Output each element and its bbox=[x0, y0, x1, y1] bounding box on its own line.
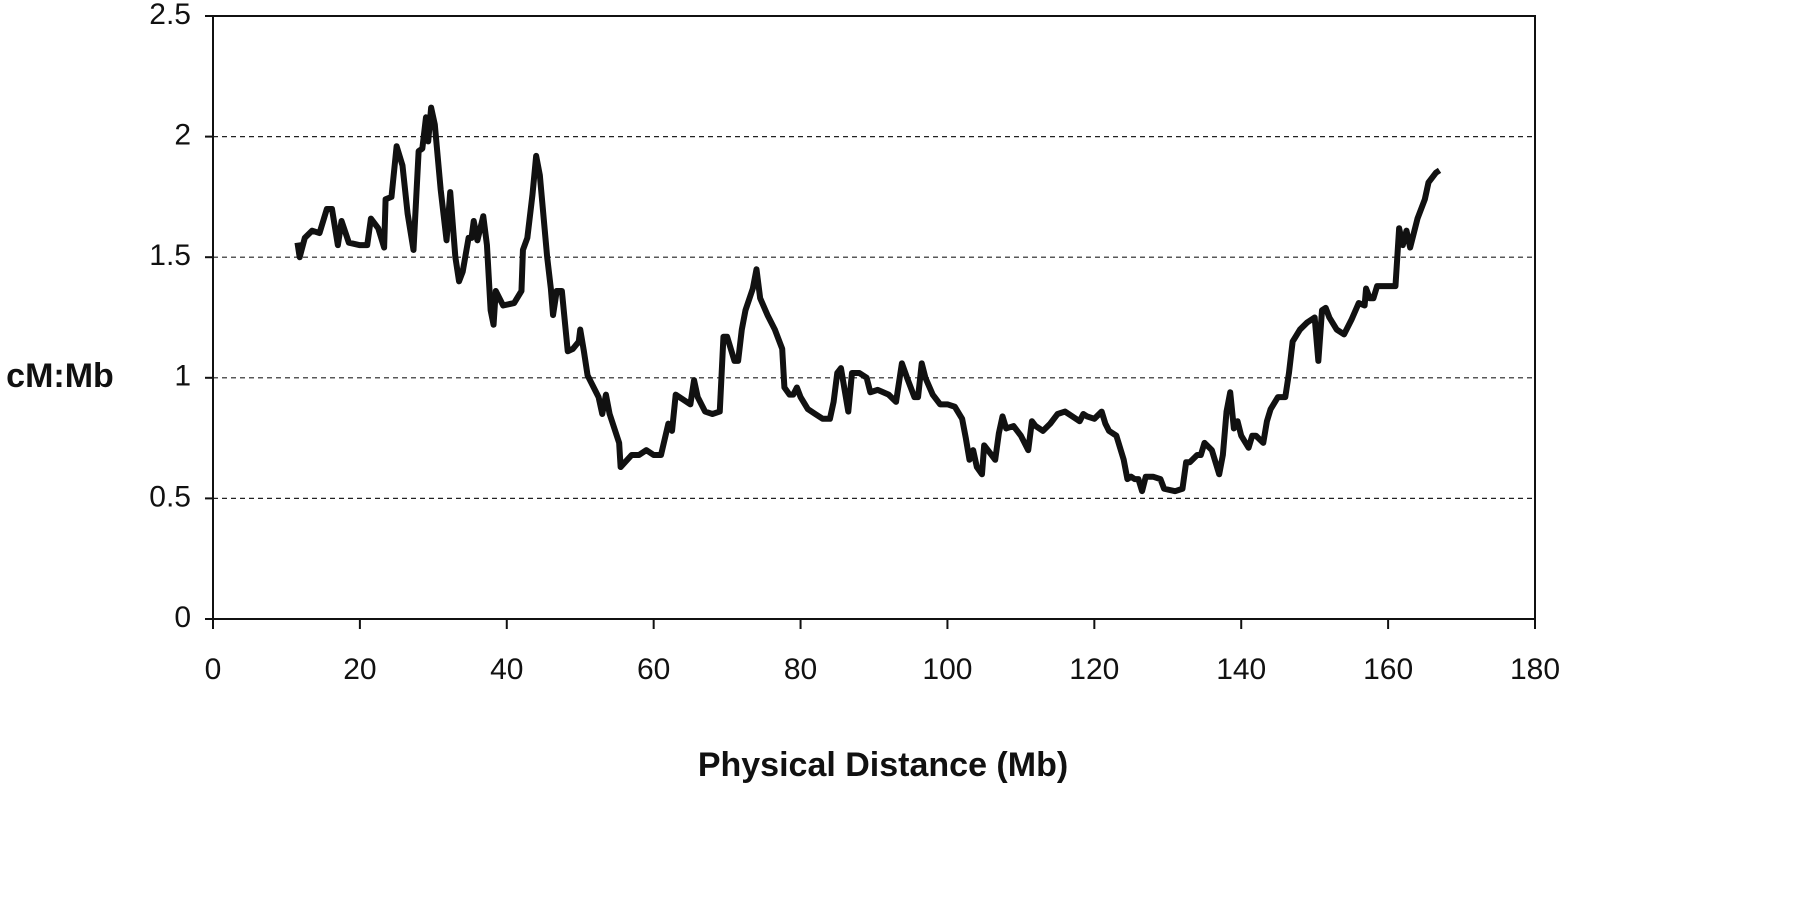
x-tick-label: 40 bbox=[490, 653, 523, 686]
x-tick-label: 120 bbox=[1069, 653, 1119, 686]
y-tick-label: 0 bbox=[174, 601, 191, 634]
y-tick-label: 2 bbox=[174, 119, 191, 152]
x-tick-label: 140 bbox=[1216, 653, 1266, 686]
y-tick-label: 2.5 bbox=[149, 0, 191, 31]
plot-frame bbox=[212, 15, 1536, 620]
y-axis-title: cM:Mb bbox=[6, 357, 114, 395]
y-tick-label: 1 bbox=[174, 360, 191, 393]
y-tick-label: 1.5 bbox=[149, 239, 191, 272]
x-tick-label: 20 bbox=[343, 653, 376, 686]
x-axis-title: Physical Distance (Mb) bbox=[698, 746, 1068, 784]
x-tick-label: 80 bbox=[784, 653, 817, 686]
x-tick-label: 0 bbox=[205, 653, 222, 686]
x-tick-label: 100 bbox=[922, 653, 972, 686]
y-tick-label: 0.5 bbox=[149, 480, 191, 513]
line-series bbox=[294, 104, 1442, 495]
x-tick-label: 160 bbox=[1363, 653, 1413, 686]
x-tick-label: 180 bbox=[1510, 653, 1560, 686]
x-tick-label: 60 bbox=[637, 653, 670, 686]
